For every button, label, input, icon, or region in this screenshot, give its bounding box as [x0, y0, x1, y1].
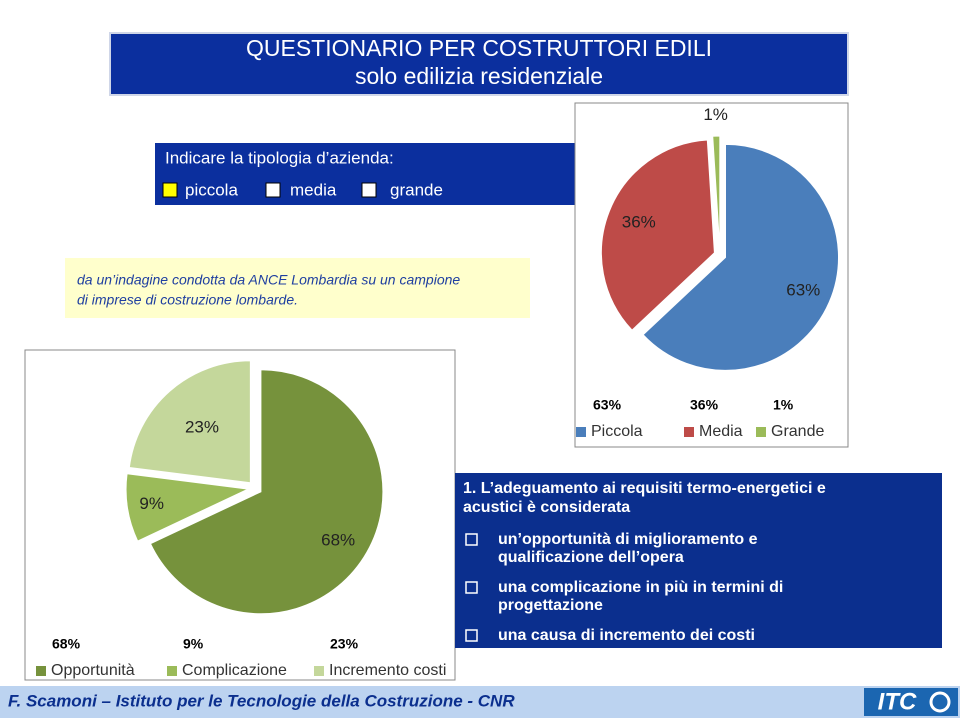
- statement-item: una causa di incremento dei costi: [498, 627, 755, 644]
- value-label: 23%: [330, 636, 359, 652]
- option: piccola: [185, 180, 238, 199]
- legend-swatch: [756, 427, 766, 437]
- legend-label: Grande: [771, 423, 824, 440]
- slice-label: 68%: [321, 530, 355, 549]
- footer: F. Scamoni – Istituto per le Tecnologie …: [8, 691, 515, 710]
- legend-swatch: [314, 666, 324, 676]
- value-label: 68%: [52, 636, 81, 652]
- legend-label: Piccola: [591, 423, 643, 440]
- subtitle: solo edilizia residenziale: [355, 63, 603, 89]
- footer-bar: [0, 686, 960, 718]
- note: da un’indagine condotta da ANCE Lombardi…: [77, 272, 460, 288]
- legend-label: Media: [699, 423, 743, 440]
- pie-slice: [125, 473, 250, 542]
- legend-label: Opportunità: [51, 662, 135, 679]
- logo-ring: [929, 691, 951, 713]
- checkbox[interactable]: [162, 182, 178, 198]
- value-label: 63%: [593, 397, 622, 413]
- option: media: [290, 180, 337, 199]
- statement-heading: acustici è considerata: [463, 499, 630, 516]
- option: grande: [390, 180, 443, 199]
- statement-item: qualificazione dell’opera: [498, 549, 684, 566]
- slice-label: 23%: [185, 417, 219, 436]
- statement-box: [455, 473, 942, 648]
- pie-slice: [642, 143, 839, 371]
- bullet: [465, 629, 478, 642]
- value-label: 9%: [183, 636, 204, 652]
- note-box: [65, 258, 530, 318]
- title: QUESTIONARIO PER COSTRUTTORI EDILI: [246, 35, 712, 61]
- statement-heading: 1. L’adeguamento ai requisiti termo-ener…: [463, 480, 826, 497]
- legend-swatch: [576, 427, 586, 437]
- statement-item: un’opportunità di miglioramento e: [498, 531, 758, 548]
- legend-swatch: [167, 666, 177, 676]
- statement-item: una complicazione in più in termini di: [498, 579, 783, 596]
- slice-label: 63%: [786, 281, 820, 300]
- legend-swatch: [36, 666, 46, 676]
- logo: ITC: [878, 688, 917, 715]
- pie-slice: [128, 360, 251, 484]
- pie-slice: [712, 135, 721, 250]
- note: di imprese di costruzione lombarde.: [77, 292, 298, 308]
- statement-item: progettazione: [498, 597, 603, 614]
- slice-label: 1%: [703, 105, 728, 124]
- bullet: [465, 533, 478, 546]
- pie-slice: [149, 369, 384, 615]
- slice-label: 36%: [622, 212, 656, 231]
- checkbox[interactable]: [361, 182, 377, 198]
- value-label: 1%: [773, 397, 794, 413]
- statement-items: un’opportunità di miglioramento equalifi…: [465, 531, 783, 644]
- slice-label: 9%: [139, 494, 164, 513]
- value-label: 36%: [690, 397, 719, 413]
- checkbox[interactable]: [265, 182, 281, 198]
- legend-label: Complicazione: [182, 662, 287, 679]
- bullet: [465, 581, 478, 594]
- title-box: [109, 32, 849, 96]
- legend-swatch: [684, 427, 694, 437]
- question-prompt: Indicare la tipologia d’azienda:: [165, 148, 394, 167]
- pie-slice: [600, 139, 715, 331]
- legend-label: Incremento costi: [329, 662, 446, 679]
